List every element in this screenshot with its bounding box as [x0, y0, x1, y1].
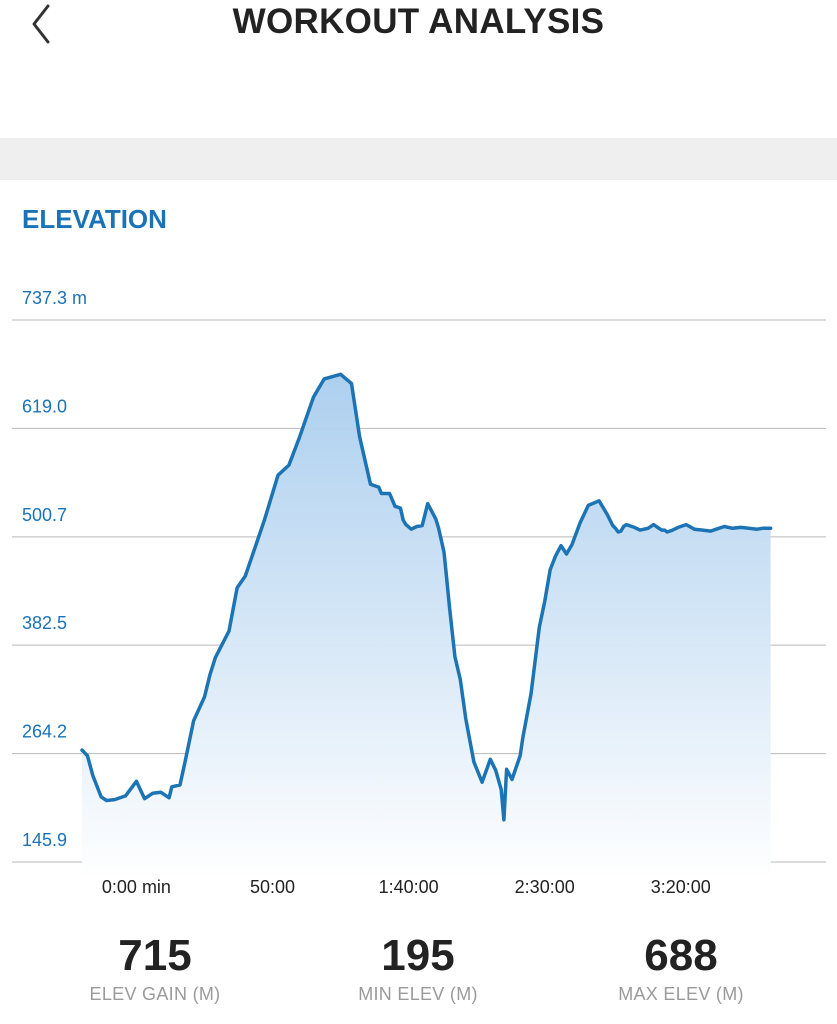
page-title: WORKOUT ANALYSIS: [232, 2, 605, 41]
x-tick-label: 1:40:00: [379, 877, 439, 897]
stat-min-elev: 195 MIN ELEV (M): [318, 930, 518, 1005]
y-tick-label: 264.2: [22, 722, 67, 742]
stat-max-elev-label: MAX ELEV (M): [618, 984, 744, 1004]
section-separator: [0, 138, 837, 180]
stat-max-elev-value: 688: [644, 931, 718, 980]
x-tick-label: 0:00 min: [102, 877, 171, 897]
stat-elev-gain-label: ELEV GAIN (M): [89, 984, 221, 1004]
section-title: ELEVATION: [22, 204, 167, 234]
elevation-chart: 737.3 m 619.0 500.7 382.5 264.2 145.9 0:00 mi…: [0, 270, 837, 910]
stats-row: 715 ELEV GAIN (M) 195 MIN ELEV (M) 688 M…: [0, 930, 837, 1024]
elevation-line: [80, 372, 773, 822]
stat-elev-gain: 715 ELEV GAIN (M): [55, 930, 255, 1005]
header-bar: WORKOUT ANALYSIS: [0, 0, 837, 62]
y-tick-label: 500.7: [22, 505, 67, 525]
stat-min-elev-label: MIN ELEV (M): [358, 984, 478, 1004]
back-button[interactable]: [20, 0, 64, 48]
stat-max-elev: 688 MAX ELEV (M): [581, 930, 781, 1005]
elevation-area: [82, 374, 771, 880]
chevron-left-icon: [32, 4, 50, 44]
x-tick-label: 2:30:00: [515, 877, 575, 897]
x-tick-label: 3:20:00: [651, 877, 711, 897]
y-tick-label: 619.0: [22, 396, 67, 416]
stat-elev-gain-value: 715: [118, 931, 192, 980]
y-tick-label: 145.9: [22, 830, 67, 850]
elevation-chart-svg: 737.3 m 619.0 500.7 382.5 264.2 145.9 0:00 mi…: [12, 288, 826, 897]
x-tick-label: 50:00: [250, 877, 295, 897]
y-tick-label: 737.3 m: [22, 288, 87, 308]
stat-min-elev-value: 195: [381, 931, 455, 980]
y-tick-label: 382.5: [22, 613, 67, 633]
